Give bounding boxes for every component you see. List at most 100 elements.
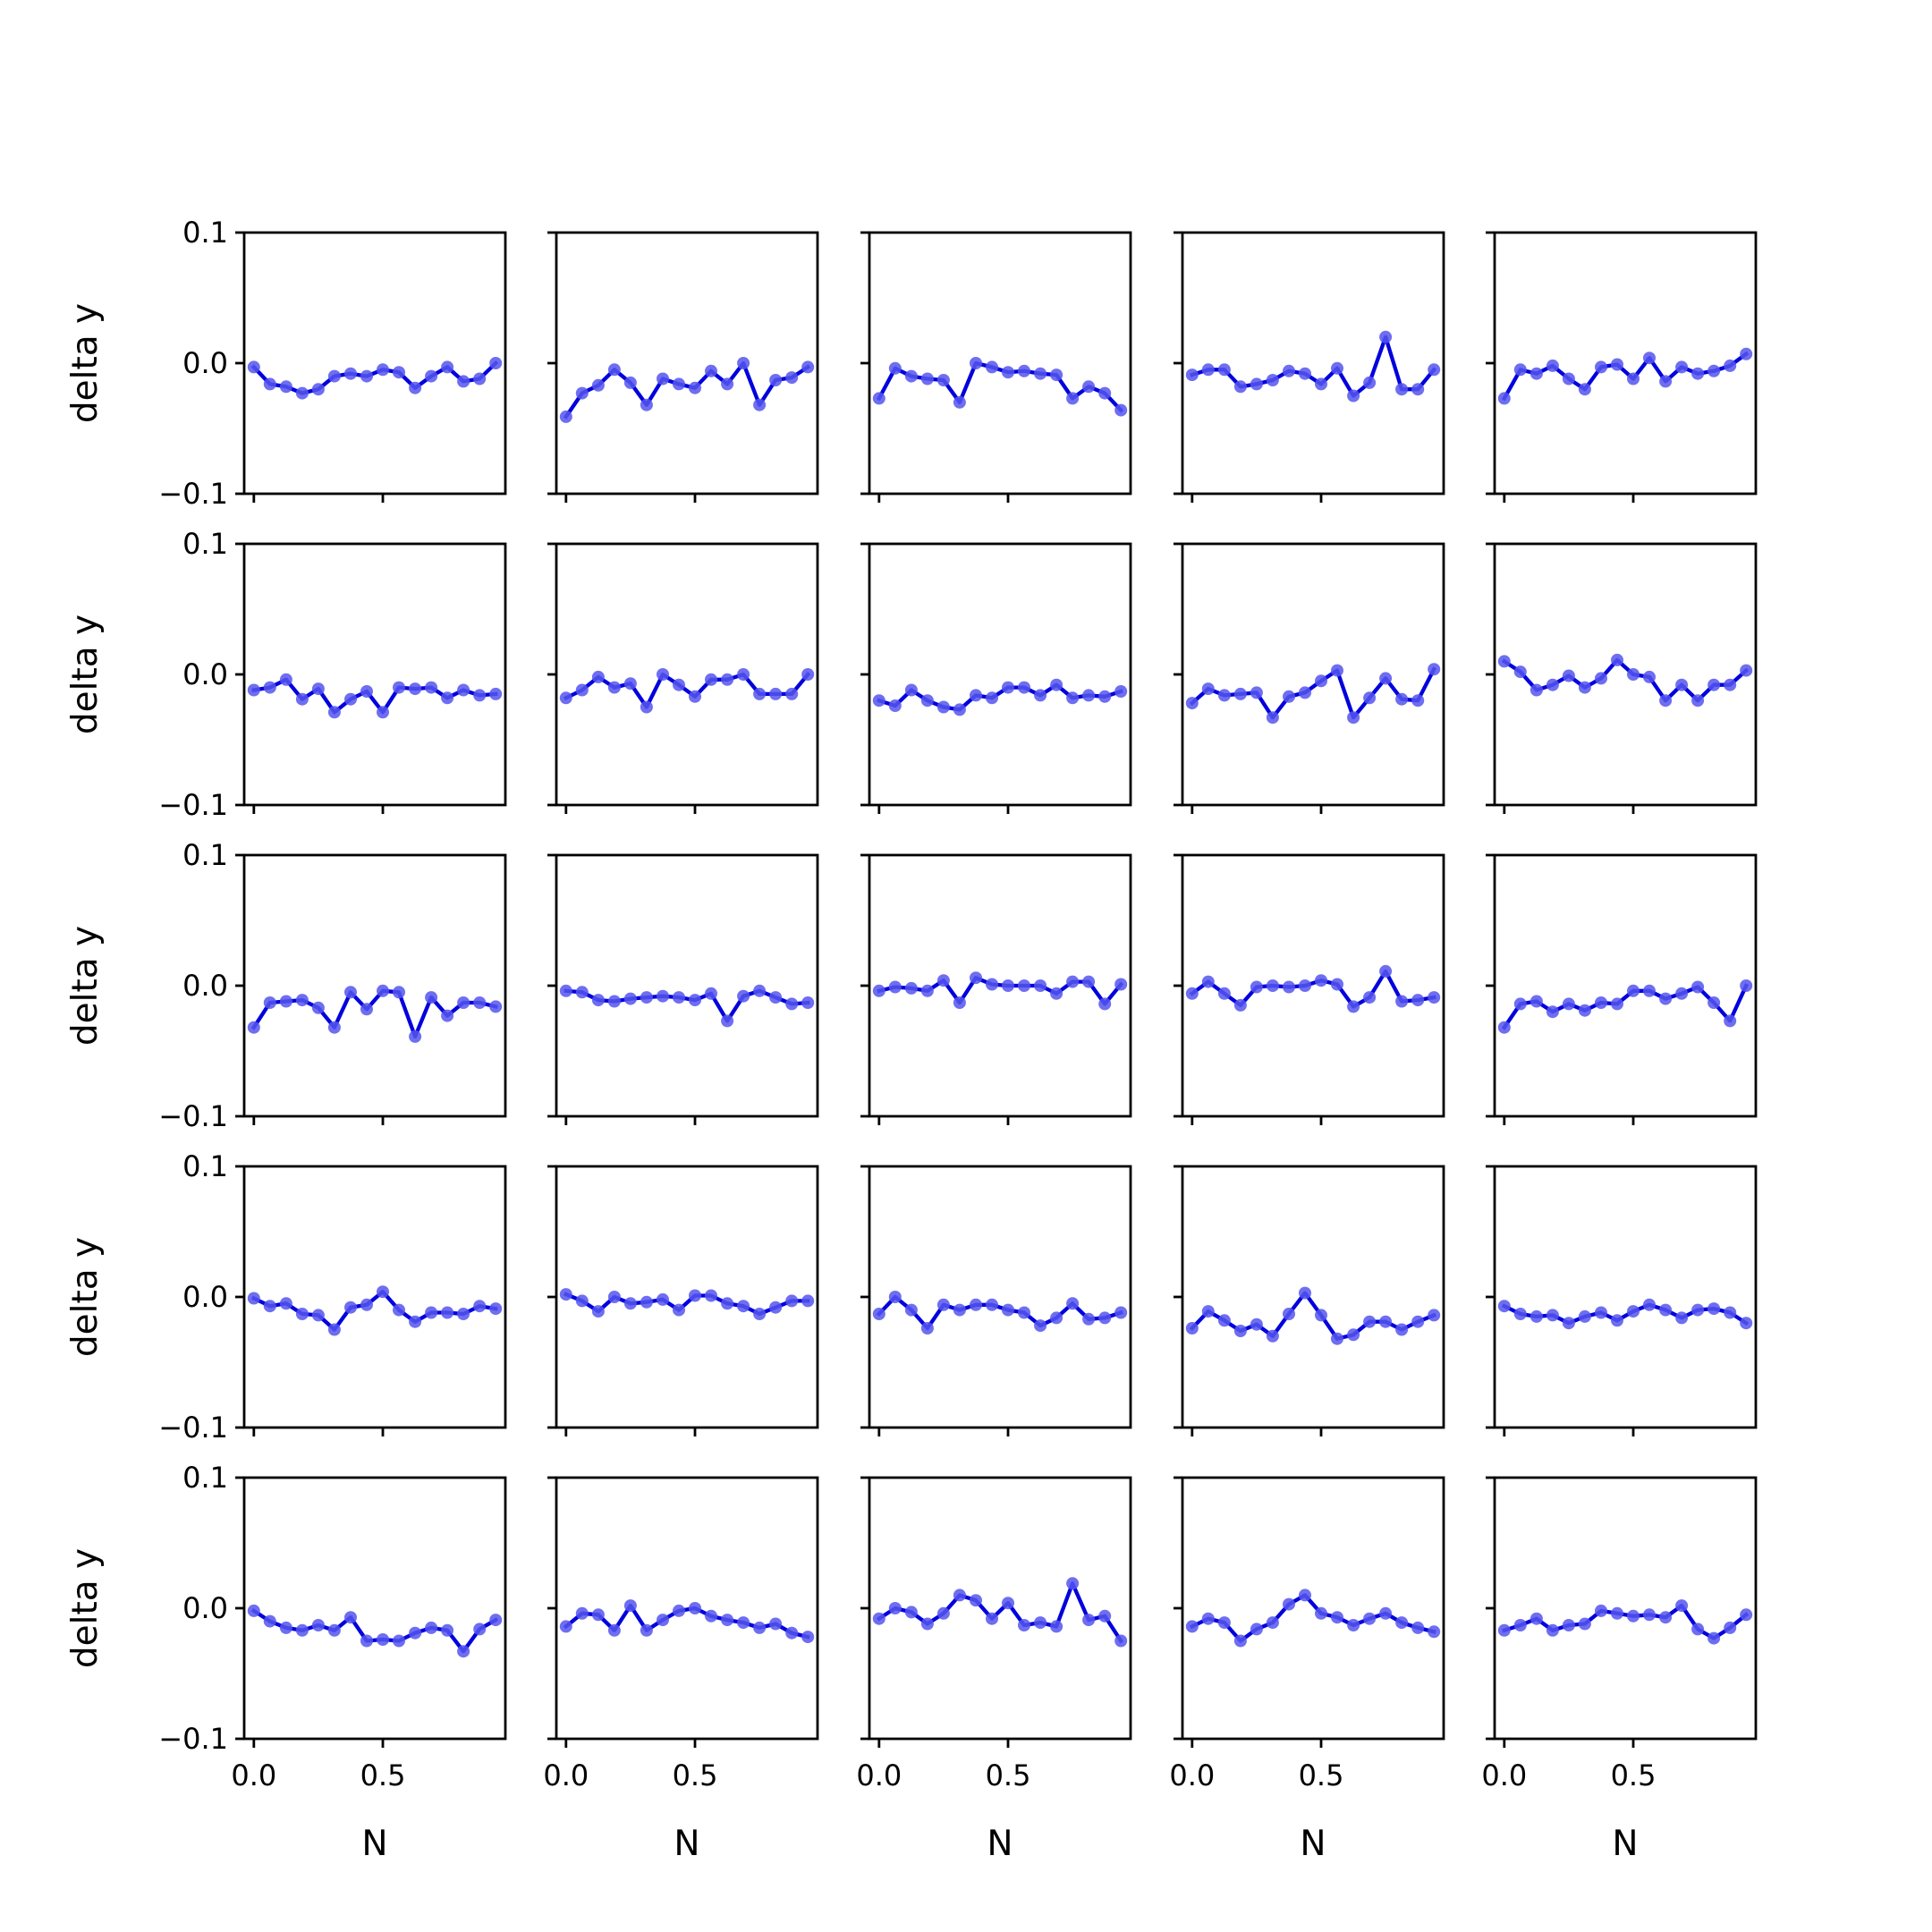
data-point	[607, 1291, 621, 1303]
data-point	[489, 1614, 503, 1627]
data-point	[1283, 1308, 1295, 1320]
data-point	[721, 1297, 734, 1310]
data-point	[920, 372, 934, 386]
data-point	[327, 1623, 341, 1637]
subplot-r2-c1: −0.1 0.0 0.1 delta y	[65, 527, 507, 822]
x-tick-label: 0.5	[360, 1758, 406, 1792]
data-point	[970, 1594, 982, 1607]
data-point	[1611, 1314, 1623, 1327]
subplot-frame	[242, 542, 507, 807]
data-point	[872, 392, 886, 405]
data-point	[575, 1294, 589, 1308]
data-point	[1611, 1606, 1623, 1620]
data-point	[1379, 1315, 1393, 1328]
data-point	[263, 1300, 276, 1313]
data-point	[936, 700, 950, 714]
data-point	[986, 978, 998, 991]
subplot-r1-c3	[860, 231, 1132, 503]
data-point	[311, 383, 325, 396]
y-tick-label: 0.0	[182, 657, 228, 691]
data-point	[1299, 979, 1311, 992]
data-point	[1082, 975, 1096, 988]
data-point	[247, 1292, 260, 1305]
series-line	[563, 360, 811, 419]
data-point	[1066, 392, 1080, 405]
data-point	[753, 1308, 767, 1320]
data-point	[1018, 1619, 1030, 1631]
data-point	[263, 377, 276, 391]
subplot-frame	[555, 1476, 819, 1741]
x-tick-label: 0.0	[1481, 1758, 1527, 1792]
data-point	[1530, 1309, 1543, 1323]
x-tick-label: 0.5	[673, 1758, 718, 1792]
data-point	[575, 986, 589, 999]
data-point	[1643, 1608, 1656, 1622]
data-point	[1250, 1623, 1263, 1636]
data-point	[673, 991, 685, 1004]
data-point	[936, 1606, 950, 1620]
data-point	[953, 996, 966, 1009]
data-point	[263, 681, 276, 694]
series-line	[250, 988, 498, 1039]
data-point	[1497, 1623, 1511, 1637]
subplot-r5-c2: 0.0 0.5 N	[543, 1476, 819, 1864]
data-point	[986, 1612, 998, 1625]
data-point	[888, 699, 902, 712]
data-point	[1578, 681, 1591, 694]
series-line	[876, 1294, 1123, 1331]
data-point	[1050, 1620, 1063, 1633]
data-point	[1315, 1309, 1327, 1322]
data-point	[279, 1621, 292, 1634]
data-point	[1201, 1305, 1215, 1318]
data-point	[559, 691, 572, 705]
data-point	[1050, 678, 1063, 691]
data-point	[1098, 386, 1112, 400]
data-point	[607, 681, 621, 694]
data-point	[1299, 686, 1311, 699]
data-point	[1034, 1319, 1047, 1333]
x-axis-label: N	[1612, 1824, 1638, 1864]
subplot-frame	[1181, 231, 1445, 496]
subplot-frame	[1181, 1476, 1445, 1741]
data-point	[785, 1294, 799, 1308]
series-line	[1189, 969, 1436, 1009]
data-point	[1691, 1303, 1705, 1317]
data-point	[1428, 663, 1441, 676]
data-point	[1562, 372, 1575, 386]
data-point	[1315, 377, 1327, 391]
data-point	[1595, 672, 1607, 685]
data-point	[1562, 669, 1575, 682]
data-point	[295, 1623, 309, 1637]
series-line	[251, 677, 498, 715]
series-group	[559, 1599, 815, 1644]
data-point	[1217, 689, 1231, 702]
series-group	[247, 357, 503, 400]
data-point	[377, 1285, 389, 1299]
data-point	[1331, 1611, 1343, 1624]
data-point	[1098, 690, 1112, 703]
data-point	[1497, 1021, 1511, 1034]
data-point	[473, 1623, 487, 1636]
data-point	[872, 984, 886, 997]
data-point	[1395, 995, 1409, 1008]
data-point	[737, 989, 750, 1003]
data-point	[1724, 1014, 1737, 1028]
data-point	[1185, 1620, 1199, 1633]
x-axis-label: N	[674, 1824, 699, 1864]
data-point	[689, 690, 701, 703]
data-point	[1546, 1005, 1559, 1019]
data-point	[360, 1634, 373, 1648]
data-point	[1266, 1616, 1279, 1630]
data-point	[1315, 674, 1327, 688]
data-point	[591, 1305, 605, 1318]
data-point	[1082, 1614, 1096, 1627]
data-point	[1233, 380, 1247, 394]
data-point	[623, 1297, 637, 1310]
y-tick-label: −0.1	[158, 1099, 228, 1133]
data-point	[904, 1606, 918, 1619]
series-group	[247, 984, 503, 1043]
data-point	[473, 689, 487, 702]
data-point	[689, 1289, 701, 1302]
data-point	[1002, 979, 1014, 992]
